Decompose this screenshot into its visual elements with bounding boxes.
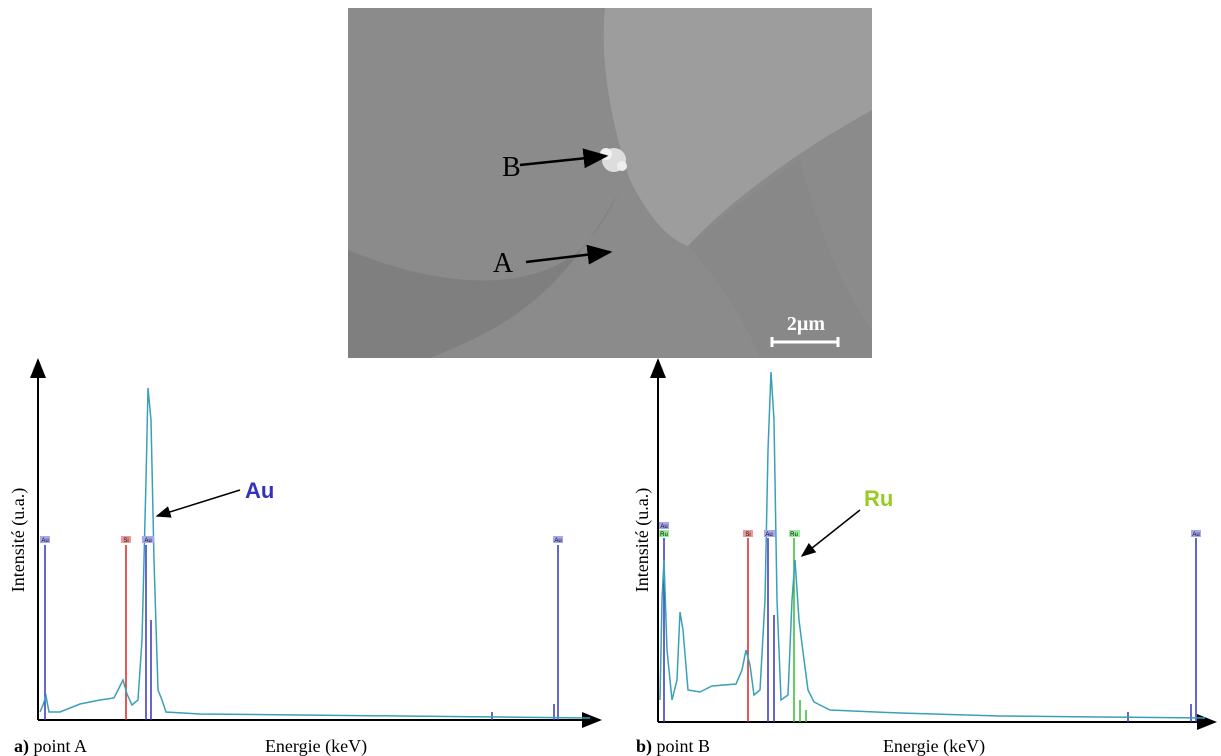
peak-label: Si bbox=[745, 532, 750, 538]
spectrum-a: Au Si Au Au Au Intensité (u.a.) Energie … bbox=[8, 358, 602, 756]
peak-label: Au bbox=[144, 538, 151, 544]
scale-bar-label: 2µm bbox=[787, 313, 826, 335]
peak-label: Au bbox=[660, 524, 667, 530]
caption: a) point A bbox=[14, 736, 87, 756]
x-axis-label: Energie (keV) bbox=[265, 736, 367, 756]
caption-text: point A bbox=[34, 736, 88, 756]
y-axis-label: Intensité (u.a.) bbox=[8, 488, 29, 592]
caption-letter: a) bbox=[14, 736, 29, 756]
point-label: B bbox=[502, 152, 521, 183]
point-label: A bbox=[493, 248, 514, 279]
peak-label: Au bbox=[765, 532, 772, 538]
peak-label: Au bbox=[41, 538, 48, 544]
peak-label: Si bbox=[123, 538, 128, 544]
sem-image: B A 2µm bbox=[348, 8, 872, 358]
x-axis-label: Energie (keV) bbox=[883, 736, 985, 756]
caption-text: point B bbox=[657, 736, 711, 756]
caption: b) point B bbox=[636, 736, 710, 756]
caption-letter: b) bbox=[636, 736, 652, 756]
peak-label: Ru bbox=[660, 532, 668, 538]
spectrum-b: Au Ru Si Au Ru Au Ru Intensité (u.a.) En… bbox=[632, 358, 1217, 756]
peak-label: Ru bbox=[790, 532, 798, 538]
peak-label: Au bbox=[1192, 532, 1199, 538]
element-label: Ru bbox=[864, 486, 893, 511]
y-axis-label: Intensité (u.a.) bbox=[632, 488, 653, 592]
element-label: Au bbox=[245, 478, 274, 503]
peak-label: Au bbox=[554, 538, 561, 544]
